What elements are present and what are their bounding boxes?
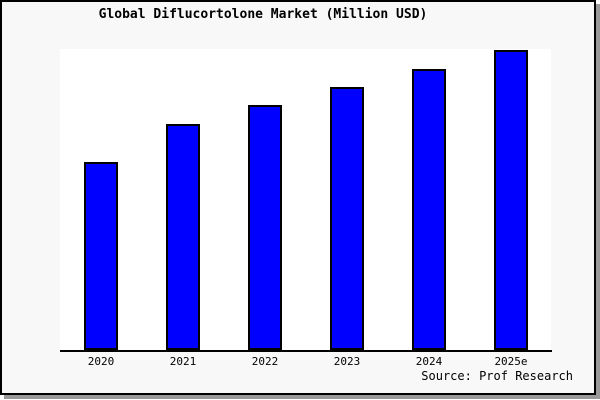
x-axis-label-2022: 2022 bbox=[251, 355, 279, 368]
chart-title: Global Diflucortolone Market (Million US… bbox=[98, 7, 428, 22]
bar-2025e bbox=[494, 50, 528, 350]
source-credit: Source: Prof Research bbox=[421, 369, 573, 383]
bar-2021 bbox=[166, 124, 200, 350]
x-axis-label-2020: 2020 bbox=[87, 355, 115, 368]
x-axis-label-2021: 2021 bbox=[169, 355, 197, 368]
x-axis-line bbox=[60, 350, 552, 352]
bar-2023 bbox=[330, 87, 364, 350]
x-axis-label-2025e: 2025e bbox=[494, 355, 528, 368]
bar-2024 bbox=[412, 69, 446, 350]
x-axis-label-2023: 2023 bbox=[333, 355, 361, 368]
bar-2022 bbox=[248, 105, 282, 350]
plot-area bbox=[60, 49, 551, 350]
bar-2020 bbox=[84, 162, 118, 350]
x-axis-label-2024: 2024 bbox=[415, 355, 443, 368]
